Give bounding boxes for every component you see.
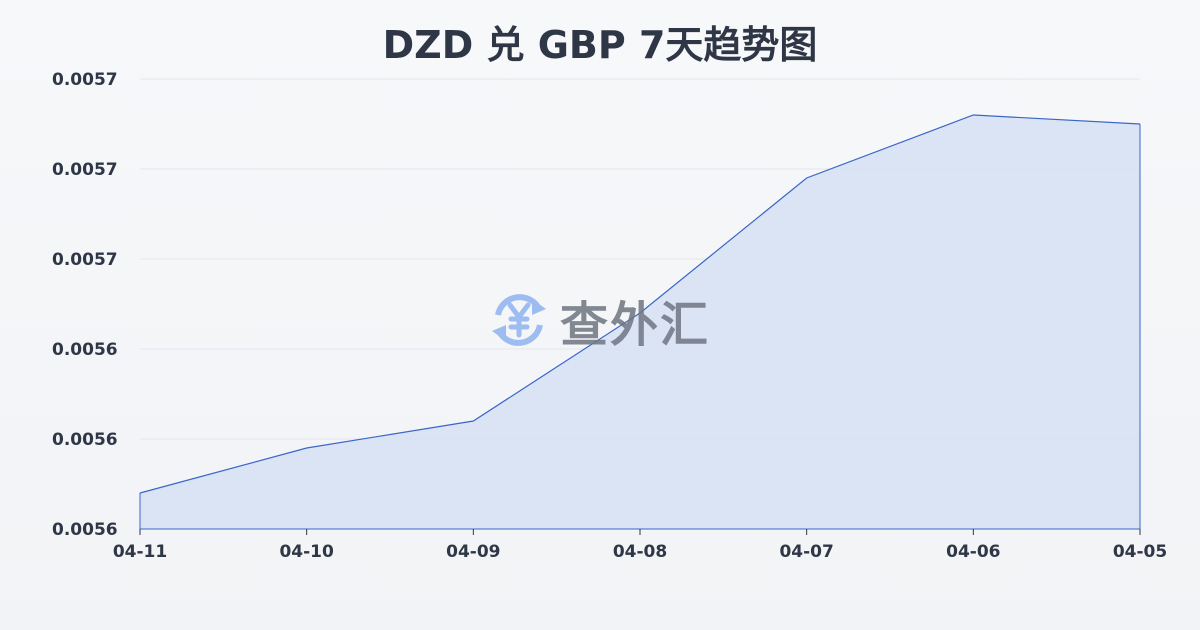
y-tick-label: 0.0057: [52, 250, 118, 270]
x-tick-label: 04-07: [779, 542, 833, 562]
y-tick-label: 0.0056: [52, 430, 118, 450]
y-tick-label: 0.0057: [52, 160, 118, 180]
x-tick-label: 04-11: [113, 542, 167, 562]
chart-title: DZD 兑 GBP 7天趋势图: [382, 23, 818, 67]
watermark-text: 查外汇: [560, 297, 711, 353]
series-line: [139, 114, 1141, 494]
y-tick-label: 0.0056: [52, 340, 118, 360]
y-tick-label: 0.0056: [52, 520, 118, 540]
area-fill: [140, 115, 1140, 529]
yen-exchange-icon: [492, 294, 546, 346]
x-tick-label: 04-05: [1113, 542, 1167, 562]
x-tick-label: 04-09: [446, 542, 500, 562]
x-tick-label: 04-10: [279, 542, 334, 562]
watermark: 查外汇: [488, 285, 710, 355]
y-tick-label: 0.0057: [52, 70, 118, 90]
x-tick-label: 04-08: [613, 542, 667, 562]
x-tick-label: 04-06: [946, 542, 1000, 562]
